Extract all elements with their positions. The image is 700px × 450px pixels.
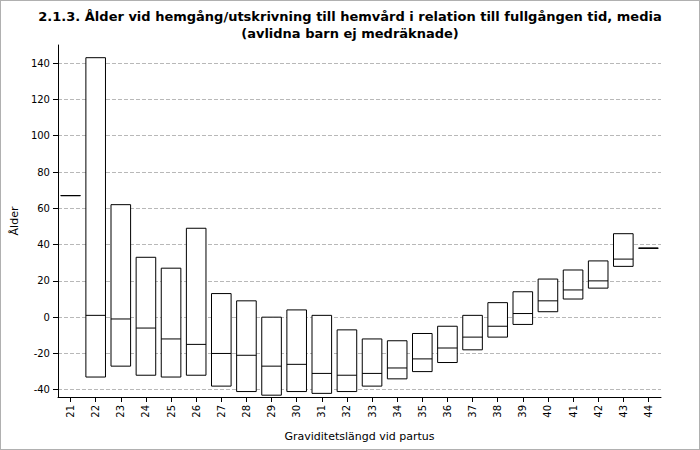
svg-text:28: 28 [241,405,252,418]
svg-text:35: 35 [417,405,428,418]
svg-text:32: 32 [341,405,352,418]
svg-text:140: 140 [31,58,50,69]
svg-text:80: 80 [37,167,50,178]
svg-text:33: 33 [367,405,378,418]
svg-text:22: 22 [90,405,101,418]
svg-text:Ålder: Ålder [8,206,21,235]
svg-text:(avlidna barn ej medräknade): (avlidna barn ej medräknade) [241,26,459,41]
svg-text:-20: -20 [34,348,50,359]
svg-text:27: 27 [216,405,227,418]
svg-text:23: 23 [115,405,126,418]
svg-text:34: 34 [392,405,403,418]
svg-text:21: 21 [65,405,76,418]
svg-text:26: 26 [191,405,202,418]
svg-text:60: 60 [37,203,50,214]
svg-text:36: 36 [442,405,453,418]
svg-text:38: 38 [492,405,503,418]
svg-text:31: 31 [316,405,327,418]
svg-text:25: 25 [166,405,177,418]
svg-text:0: 0 [44,312,50,323]
svg-text:40: 40 [37,239,50,250]
svg-text:100: 100 [31,130,50,141]
svg-text:2.1.3. Ålder vid hemgång/utskr: 2.1.3. Ålder vid hemgång/utskrivning til… [38,9,661,24]
svg-text:29: 29 [266,405,277,418]
svg-text:41: 41 [568,405,579,418]
svg-text:120: 120 [31,94,50,105]
svg-text:39: 39 [517,405,528,418]
svg-text:-40: -40 [34,384,50,395]
svg-text:30: 30 [291,405,302,418]
svg-text:40: 40 [542,405,553,418]
svg-text:24: 24 [140,405,151,418]
svg-text:43: 43 [618,405,629,418]
svg-text:37: 37 [467,405,478,418]
svg-text:Graviditetslängd vid partus: Graviditetslängd vid partus [284,430,434,443]
svg-text:20: 20 [37,275,50,286]
svg-text:42: 42 [593,405,604,418]
svg-text:44: 44 [643,405,654,418]
